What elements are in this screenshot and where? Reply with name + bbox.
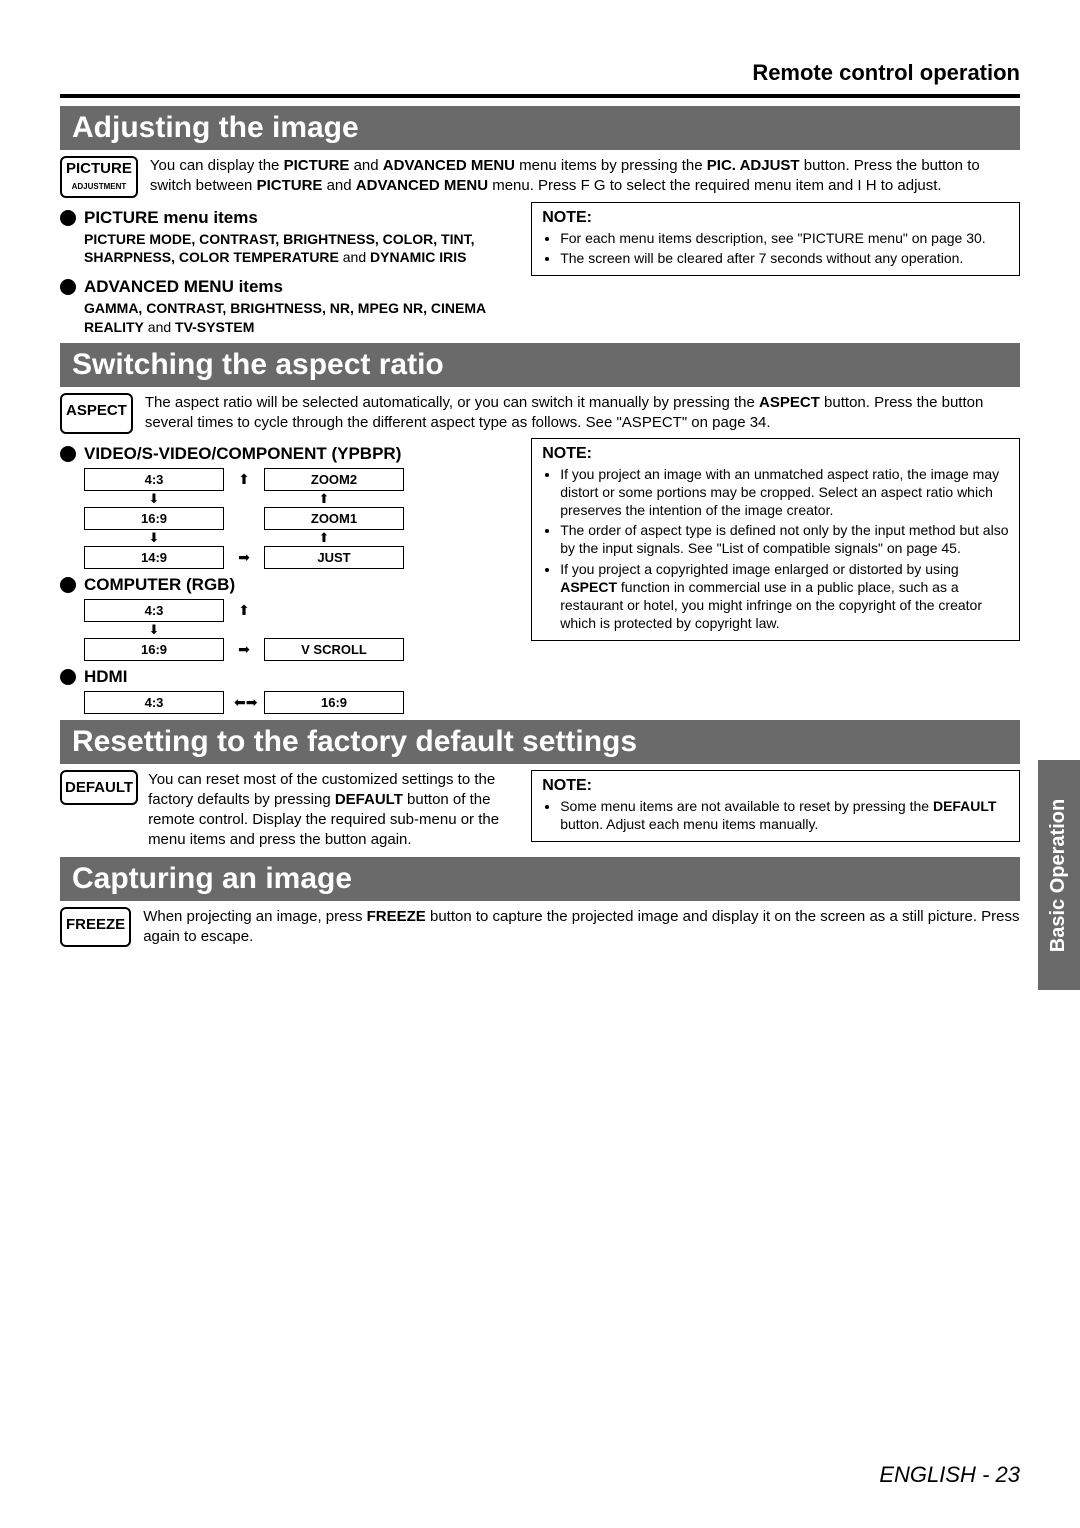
computer-aspect-table: 4:3 ⬆ ⬇ 16:9 ➡ V SCROLL	[84, 599, 511, 661]
section-adjusting-title: Adjusting the image	[60, 106, 1020, 150]
picture-menu-items-title: PICTURE menu items	[84, 208, 258, 228]
pic-adjust-button-icon: PICTURE ADJUSTMENT	[60, 156, 138, 198]
aspect-intro: The aspect ratio will be selected automa…	[145, 393, 1020, 434]
video-component-title: VIDEO/S-VIDEO/COMPONENT (YPBPR)	[84, 444, 401, 464]
bullet-icon	[60, 669, 76, 685]
page-header: Remote control operation	[60, 60, 1020, 98]
computer-rgb-title: COMPUTER (RGB)	[84, 575, 235, 595]
side-tab: Basic Operation	[1038, 760, 1080, 990]
bullet-icon	[60, 279, 76, 295]
advanced-menu-items-title: ADVANCED MENU items	[84, 277, 283, 297]
freeze-button-icon: FREEZE	[60, 907, 131, 948]
section-reset-title: Resetting to the factory default setting…	[60, 720, 1020, 764]
adjusting-note-box: NOTE: For each menu items description, s…	[531, 202, 1020, 276]
picture-menu-items-list: PICTURE MODE, CONTRAST, BRIGHTNESS, COLO…	[84, 230, 511, 268]
bullet-icon	[60, 210, 76, 226]
advanced-menu-items-list: GAMMA, CONTRAST, BRIGHTNESS, NR, MPEG NR…	[84, 299, 511, 337]
page-footer: ENGLISH - 23	[879, 1462, 1020, 1488]
reset-note-box: NOTE: Some menu items are not available …	[531, 770, 1020, 842]
default-button-icon: DEFAULT	[60, 770, 138, 806]
video-aspect-table: 4:3 ⬆ ZOOM2 ⬇⬆ 16:9 ZOOM1 ⬇⬆ 14:9 ➡ JUST	[84, 468, 511, 569]
capture-intro: When projecting an image, press FREEZE b…	[143, 907, 1020, 948]
aspect-note-box: NOTE: If you project an image with an un…	[531, 438, 1020, 642]
bullet-icon	[60, 577, 76, 593]
adjusting-intro: You can display the PICTURE and ADVANCED…	[150, 156, 1020, 198]
aspect-button-icon: ASPECT	[60, 393, 133, 434]
reset-intro: You can reset most of the customized set…	[148, 770, 511, 851]
bullet-icon	[60, 446, 76, 462]
section-capture-title: Capturing an image	[60, 857, 1020, 901]
hdmi-title: HDMI	[84, 667, 127, 687]
hdmi-aspect-table: 4:3 ⬅➡ 16:9	[84, 691, 511, 714]
section-aspect-title: Switching the aspect ratio	[60, 343, 1020, 387]
